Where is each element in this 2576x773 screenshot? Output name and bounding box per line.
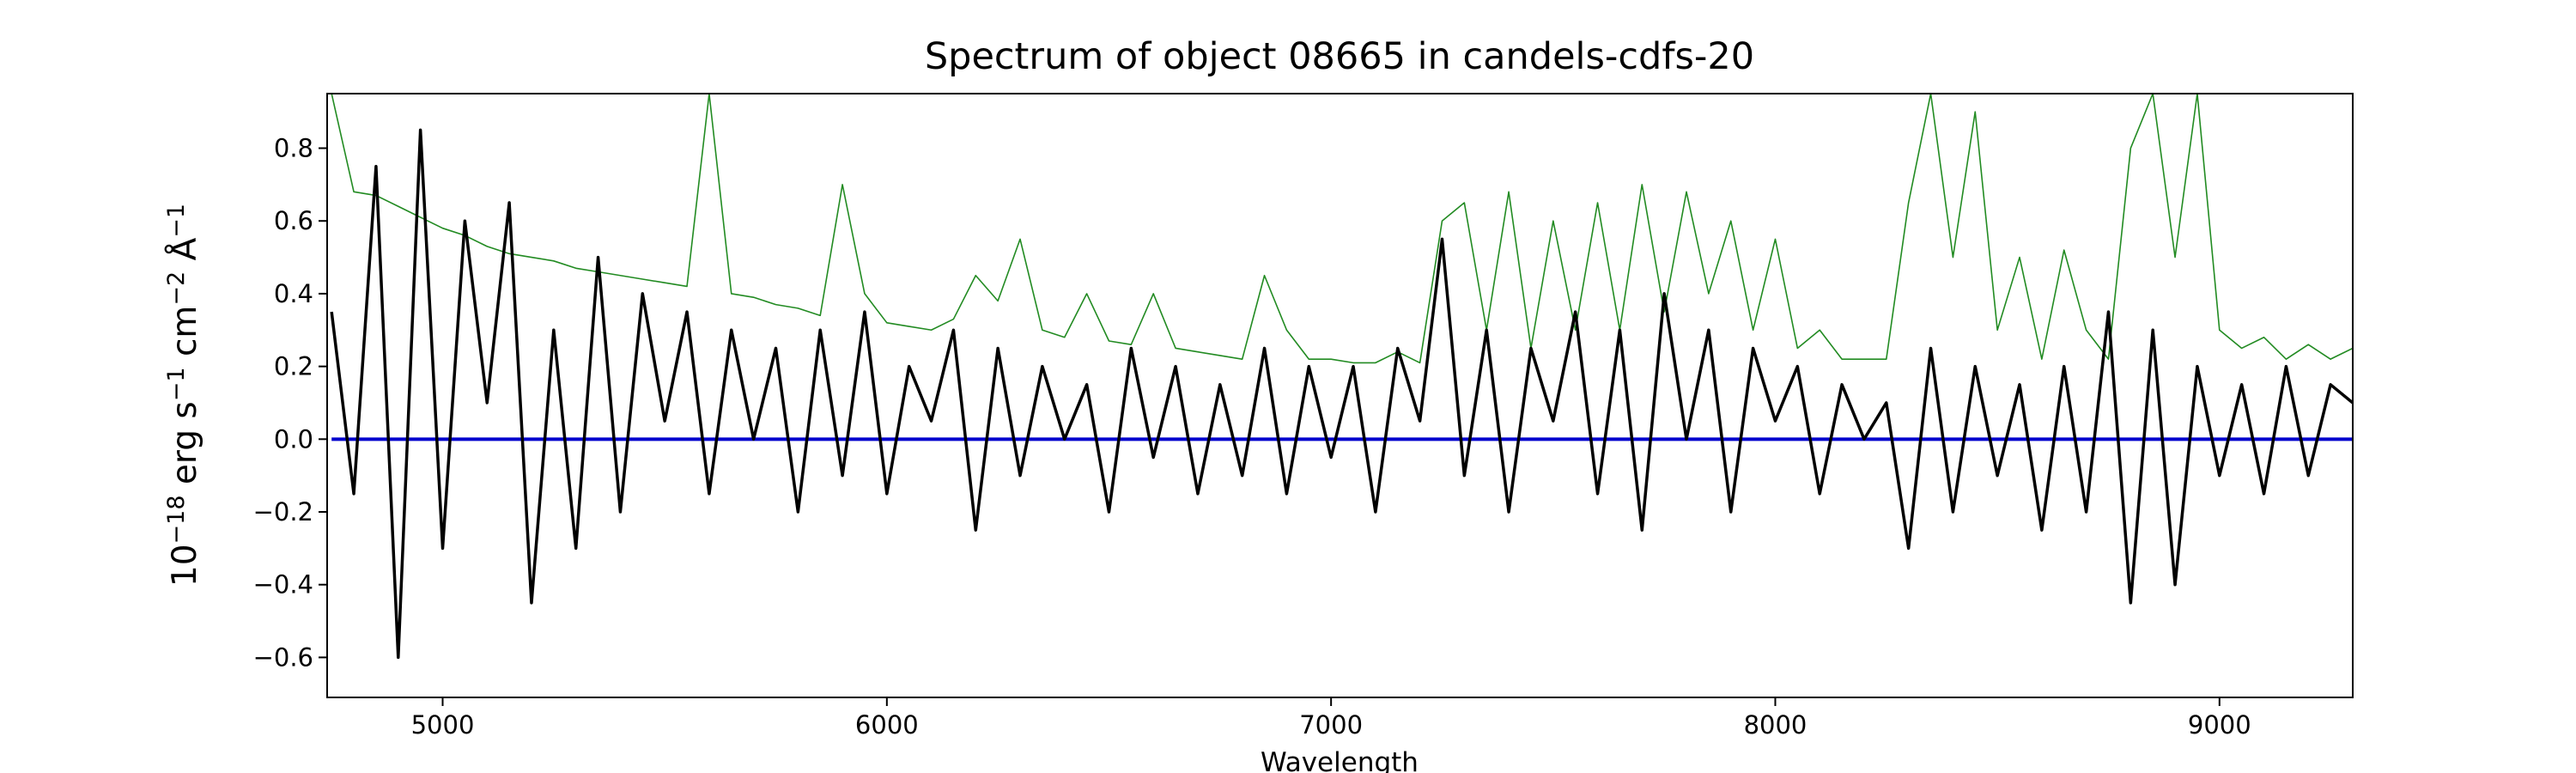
y-tick-label: 0.0 bbox=[274, 424, 313, 453]
y-axis-label: 10−18 erg s−1 cm−2 Å−1 bbox=[163, 204, 204, 587]
y-axis-label-part: −2 bbox=[163, 271, 190, 306]
y-axis-label-part: −18 bbox=[163, 495, 190, 544]
y-axis-label-part: 10 bbox=[166, 544, 204, 587]
y-axis-label-part: −1 bbox=[163, 204, 190, 238]
x-tick-label: 9000 bbox=[2188, 710, 2251, 740]
x-tick-label: 5000 bbox=[411, 710, 475, 740]
y-axis-label-part: cm bbox=[166, 306, 204, 368]
y-tick-label: 0.4 bbox=[274, 279, 313, 308]
y-tick-label: −0.4 bbox=[253, 570, 313, 600]
y-axis-label-part: −1 bbox=[163, 367, 190, 401]
y-tick-label: −0.2 bbox=[253, 497, 313, 526]
y-tick-label: 0.2 bbox=[274, 352, 313, 381]
x-axis-label: Wavelength bbox=[1261, 747, 1419, 773]
y-tick-label: 0.6 bbox=[274, 206, 313, 235]
x-tick-label: 7000 bbox=[1299, 710, 1363, 740]
y-tick-label: 0.8 bbox=[274, 134, 313, 163]
spectrum-line bbox=[330, 128, 2353, 660]
plot-frame bbox=[326, 93, 2354, 698]
chart-title: Spectrum of object 08665 in candels-cdfs… bbox=[925, 35, 1754, 78]
x-tick-label: 6000 bbox=[855, 710, 919, 740]
y-axis-label-part: erg s bbox=[166, 401, 204, 495]
y-tick-label: −0.6 bbox=[253, 642, 313, 672]
y-axis-label-part: Å bbox=[164, 237, 204, 271]
spectrum-line bbox=[331, 94, 2353, 364]
x-tick-label: 8000 bbox=[1744, 710, 1807, 740]
plot-lines bbox=[330, 94, 2353, 660]
